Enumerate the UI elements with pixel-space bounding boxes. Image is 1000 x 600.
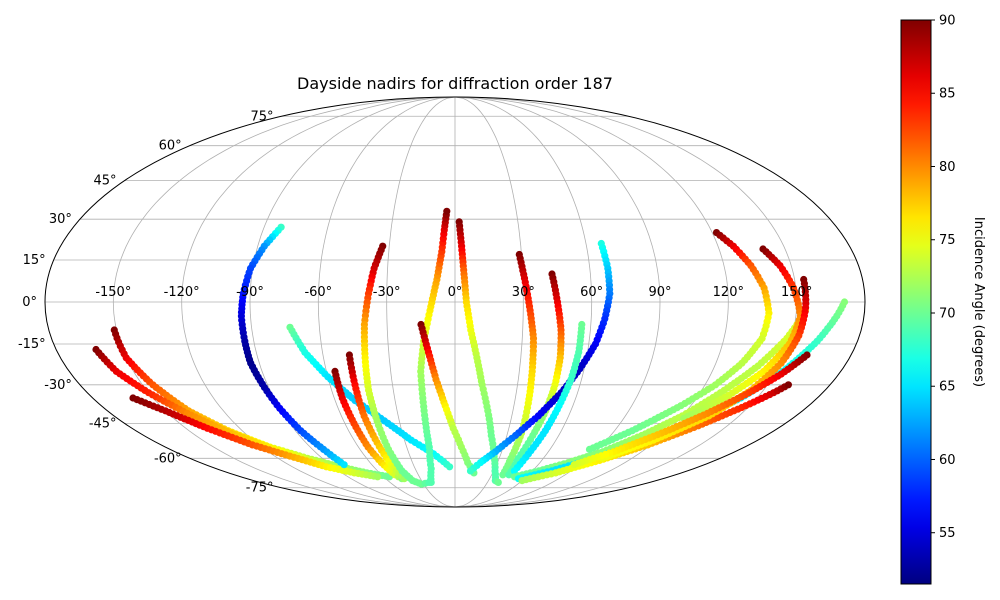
- data-point: [784, 381, 793, 389]
- colorbar-tick-label: 85: [939, 87, 956, 102]
- lon-tick-label: -60°: [304, 285, 332, 300]
- lon-tick-label: -150°: [95, 285, 131, 300]
- data-point: [499, 471, 507, 479]
- colorbar-label: Incidence Angle (degrees): [971, 217, 986, 387]
- data-point: [466, 467, 475, 475]
- scatter-points: [92, 207, 849, 488]
- lat-tick-label: 0°: [22, 295, 37, 310]
- colorbar-tick-label: 60: [939, 453, 956, 468]
- colorbar-tick-label: 90: [939, 14, 956, 29]
- colorbar-tick-label: 65: [939, 380, 956, 395]
- colorbar-tick-label: 80: [939, 160, 956, 175]
- data-point: [505, 471, 513, 479]
- tick-labels: -150° -120° -90° -60° -30° 0° 30° 60° 90° 120° 150…: [18, 109, 812, 495]
- colorbar-tick-label: 70: [939, 306, 956, 321]
- lat-tick-label: -60°: [154, 451, 182, 466]
- data-point: [510, 467, 518, 475]
- lon-tick-label: 30°: [512, 285, 535, 300]
- lon-tick-label: 0°: [448, 285, 463, 300]
- colorbar-tick-label: 75: [939, 233, 956, 248]
- lon-tick-label: 60°: [580, 285, 603, 300]
- lat-tick-label: 75°: [250, 109, 273, 124]
- lon-tick-label: 120°: [713, 285, 744, 300]
- lat-tick-label: -30°: [44, 378, 72, 393]
- colorbar-tick-label: 55: [939, 526, 956, 541]
- lat-tick-label: 30°: [49, 212, 72, 227]
- colorbar: 55 60 65 70 75 80 85 90 Incidence Angle (degrees…: [900, 14, 986, 585]
- data-point: [585, 445, 594, 453]
- data-point: [494, 478, 502, 486]
- lat-tick-label: 15°: [23, 253, 46, 268]
- lat-tick-label: 60°: [159, 139, 182, 154]
- data-point: [443, 207, 451, 215]
- colorbar-gradient: [900, 19, 932, 585]
- lon-tick-label: 90°: [648, 285, 671, 300]
- lat-tick-label: -15°: [18, 337, 46, 352]
- map-boundary: [44, 96, 866, 508]
- lat-tick-label: -75°: [246, 481, 274, 496]
- lat-tick-label: -45°: [89, 416, 117, 431]
- lon-tick-label: -30°: [373, 285, 401, 300]
- chart-title: Dayside nadirs for diffraction order 187: [297, 74, 613, 93]
- data-point: [840, 298, 849, 306]
- graticule: [45, 97, 865, 507]
- lon-tick-label: -120°: [164, 285, 200, 300]
- data-point: [570, 461, 578, 469]
- data-point: [446, 463, 454, 471]
- lat-tick-label: 45°: [94, 174, 117, 189]
- lon-tick-label: -90°: [236, 285, 264, 300]
- data-point: [374, 473, 382, 481]
- data-point: [340, 461, 348, 469]
- lon-tick-label: 150°: [781, 285, 812, 300]
